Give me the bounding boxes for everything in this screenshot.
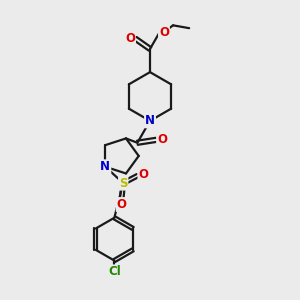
Text: N: N [145, 114, 155, 128]
Text: O: O [157, 133, 167, 146]
Text: N: N [100, 160, 110, 173]
Text: O: O [138, 168, 148, 181]
Text: S: S [119, 177, 128, 190]
Text: Cl: Cl [108, 266, 121, 278]
Text: O: O [125, 32, 135, 45]
Text: O: O [159, 26, 169, 38]
Text: O: O [117, 198, 127, 211]
